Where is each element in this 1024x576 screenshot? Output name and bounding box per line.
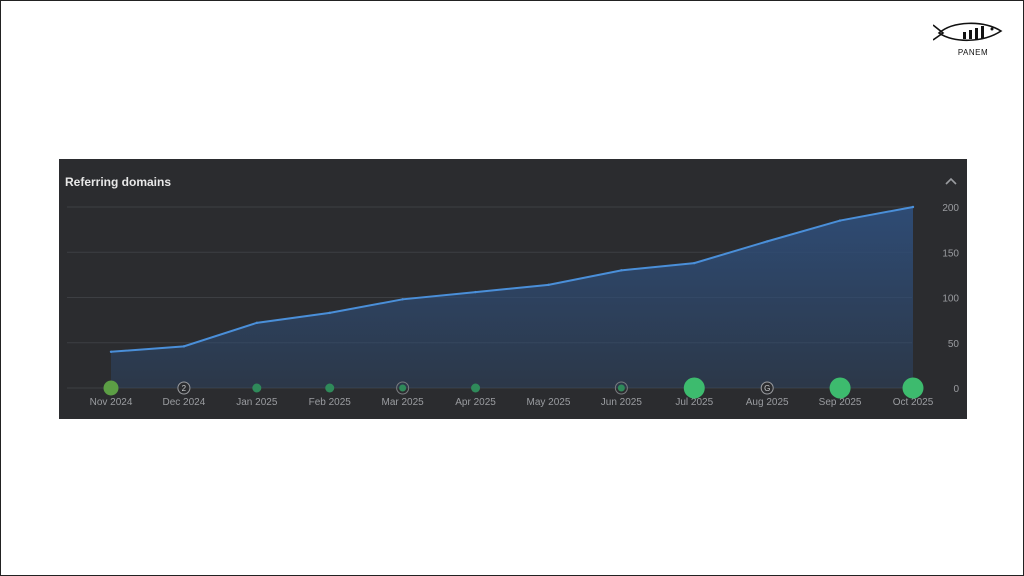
event-marker-jul-2025	[683, 377, 705, 399]
y-tick-label: 0	[953, 384, 959, 395]
event-marker-apr-2025	[471, 383, 481, 393]
event-marker-oct-2025	[902, 377, 924, 399]
event-marker-feb-2025	[325, 383, 335, 393]
data-point-may-2025	[547, 283, 550, 287]
x-tick-label: Dec 2024	[163, 397, 206, 408]
x-tick-label: Feb 2025	[309, 397, 352, 408]
chevron-up-icon	[945, 177, 957, 185]
event-marker-jun-2025-ring	[614, 381, 628, 395]
x-tick-label: Jul 2025	[675, 397, 713, 408]
y-tick-label: 100	[942, 294, 959, 305]
data-point-apr-2025	[474, 290, 477, 294]
event-marker-mar-2025-ring	[396, 381, 410, 395]
y-tick-label: 50	[948, 339, 960, 350]
data-point-jan-2025	[255, 321, 259, 325]
brand-logo: PANEM	[931, 19, 1005, 63]
event-marker-sep-2025	[829, 377, 851, 399]
x-tick-label: Apr 2025	[455, 397, 496, 408]
data-point-oct-2025	[911, 205, 915, 209]
data-point-mar-2025	[401, 298, 404, 301]
series-area	[111, 207, 913, 388]
data-point-sep-2025	[838, 219, 842, 222]
data-point-aug-2025	[765, 240, 769, 243]
collapse-button[interactable]	[941, 173, 961, 189]
x-tick-label: Aug 2025	[746, 397, 789, 408]
event-marker-aug-2025-ring	[760, 381, 774, 395]
event-marker-dec-2024-label: 2	[182, 384, 187, 393]
event-marker-jan-2025	[252, 383, 262, 393]
series-line	[110, 206, 914, 353]
event-marker-jun-2025	[617, 384, 625, 392]
brand-name: PANEM	[957, 48, 989, 57]
x-tick-label: Jun 2025	[601, 397, 643, 408]
data-point-jun-2025	[620, 269, 623, 272]
data-point-dec-2024	[182, 345, 186, 348]
data-point-nov-2024	[109, 350, 113, 353]
panel-title: Referring domains	[65, 175, 172, 189]
x-tick-label: May 2025	[526, 397, 570, 408]
event-marker-mar-2025	[399, 384, 407, 392]
x-tick-label: Mar 2025	[382, 397, 425, 408]
event-marker-nov-2024	[103, 380, 119, 396]
x-tick-label: Sep 2025	[819, 397, 862, 408]
x-tick-label: Nov 2024	[90, 397, 133, 408]
y-tick-label: 150	[942, 248, 959, 259]
event-marker-aug-2025-label: G	[764, 384, 770, 393]
data-point-jul-2025	[693, 261, 696, 265]
referring-domains-chart: 0 50 100 150 200 Nov 2024 Dec 2024 Jan 2025 Feb …	[67, 203, 960, 408]
data-point-feb-2025	[328, 311, 331, 315]
y-tick-label: 200	[942, 203, 959, 214]
referring-domains-panel: Referring domains 0 50 100 150 200 Nov 2024 De…	[59, 159, 967, 419]
x-tick-label: Oct 2025	[893, 397, 934, 408]
fish-bar-chart-logo-icon	[933, 22, 1003, 42]
event-marker-dec-2024-ring	[177, 381, 191, 395]
x-tick-label: Jan 2025	[236, 397, 278, 408]
